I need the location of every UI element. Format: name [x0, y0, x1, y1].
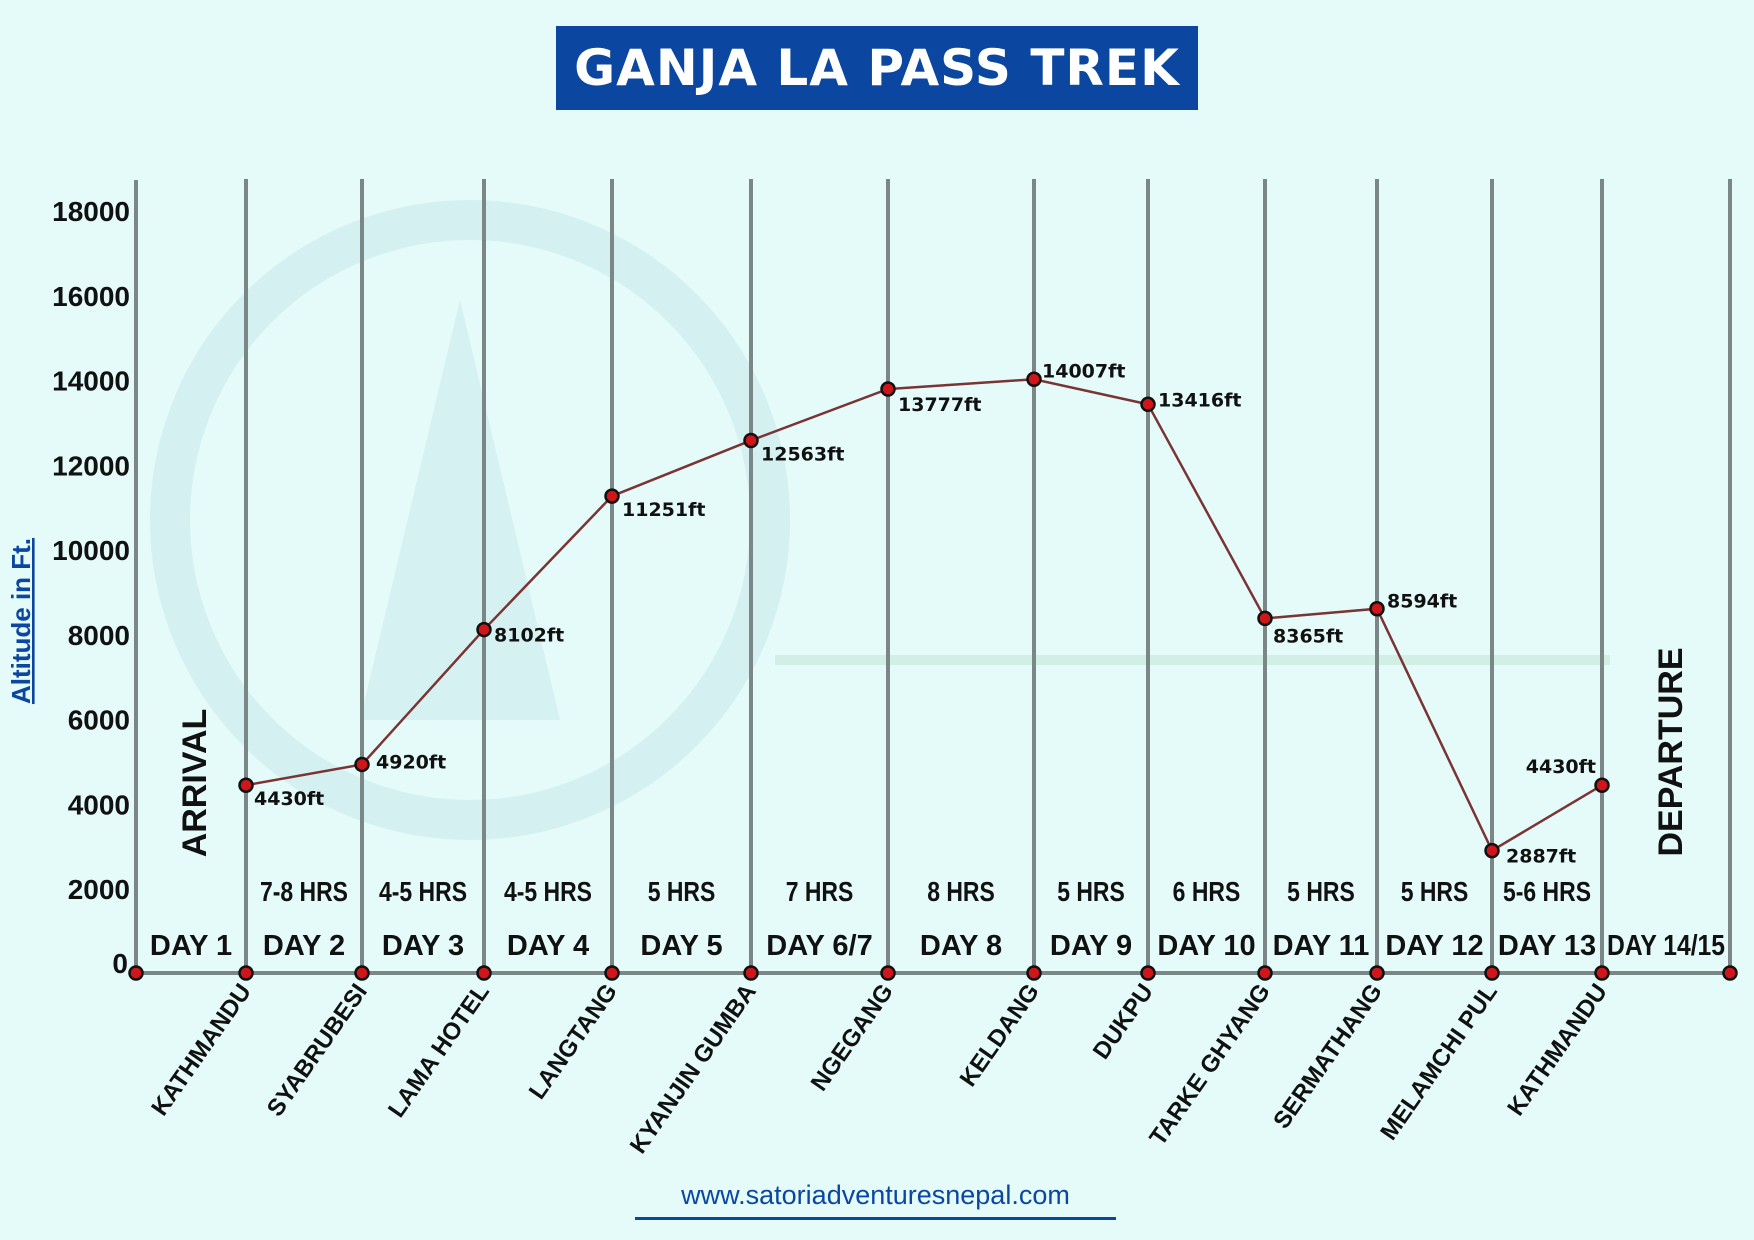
place-label: LANGTANG [524, 979, 623, 1104]
day-label: DAY 5 [640, 930, 722, 962]
duration-label: 5 HRS [648, 877, 716, 908]
day-label: DAY 4 [507, 930, 589, 962]
data-point [880, 381, 896, 397]
data-point [1369, 600, 1385, 617]
place-label: SYABRUBESI [262, 979, 373, 1122]
data-label: 13777ft [898, 394, 981, 416]
day-label: DAY 9 [1050, 930, 1132, 962]
watermark-logo [150, 200, 1610, 840]
day-label: DAY 14/15 [1607, 930, 1725, 962]
place-label: SERMATHANG [1268, 979, 1388, 1134]
place-label: TARKE GHYANG [1144, 979, 1275, 1151]
y-tick-label: 4000 [68, 789, 130, 820]
duration-label: 6 HRS [1173, 877, 1241, 908]
axis-marker [476, 965, 492, 981]
y-tick-label: 8000 [68, 620, 130, 651]
watermark-rule [775, 655, 1610, 665]
y-tick-label: 0 [112, 948, 128, 979]
place-label: KATHMANDU [1502, 979, 1613, 1121]
axis-marker [128, 965, 144, 981]
data-point [476, 621, 492, 638]
data-point [1484, 842, 1500, 859]
website-link[interactable]: www.satoriadventuresnepal.com [635, 1180, 1116, 1220]
duration-label: 5 HRS [1057, 877, 1125, 908]
axis-marker [238, 965, 254, 981]
place-label: KELDANG [955, 979, 1045, 1092]
place-label: KYANJIN GUMBA [625, 979, 762, 1159]
axis-marker [1140, 965, 1156, 981]
duration-label: 5 HRS [1287, 877, 1355, 908]
y-tick-label: 6000 [68, 705, 130, 736]
y-axis-title: Altitude in Ft. [6, 538, 36, 704]
data-point [1026, 371, 1042, 388]
data-label: 12563ft [761, 443, 844, 465]
day-label: DAY 8 [920, 930, 1002, 962]
data-point [238, 777, 254, 793]
data-label: 11251ft [622, 499, 705, 521]
data-label: 4920ft [376, 751, 446, 773]
day-label: DAY 2 [263, 930, 345, 962]
data-point [743, 432, 759, 449]
day-label: DAY 12 [1385, 930, 1483, 962]
title-banner: GANJA LA PASS TREK [556, 26, 1198, 110]
place-label: NGEGANG [806, 979, 899, 1096]
axis-marker [1369, 965, 1385, 981]
day-label: DAY 6/7 [766, 930, 872, 962]
place-label: DUKPU [1088, 979, 1159, 1064]
duration-label: 8 HRS [927, 877, 995, 908]
duration-label: 5 HRS [1401, 877, 1469, 908]
axis-marker [604, 965, 620, 981]
y-tick-label: 16000 [52, 281, 130, 312]
data-point [1257, 610, 1273, 627]
place-label: KATHMANDU [146, 979, 257, 1121]
watermark-seal-ring [150, 200, 790, 840]
data-label: 8594ft [1387, 591, 1457, 613]
duration-label: 5-6 HRS [1503, 877, 1591, 908]
y-tick-label: 10000 [52, 535, 130, 566]
day-label: DAY 3 [382, 930, 464, 962]
data-label: 2887ft [1506, 846, 1576, 868]
day-label: DAY 10 [1157, 930, 1255, 962]
arrival-label: ARRIVAL [176, 709, 214, 858]
axis-marker [1722, 965, 1738, 981]
axis-marker [1594, 965, 1610, 981]
day-label: DAY 13 [1498, 930, 1596, 962]
day-label: DAY 1 [150, 930, 232, 962]
axis-marker [1257, 965, 1273, 981]
axis-marker [743, 965, 759, 981]
axis-marker [1484, 965, 1500, 981]
data-label: 14007ft [1042, 360, 1125, 382]
data-point [1594, 777, 1610, 793]
chart-title: GANJA LA PASS TREK [574, 39, 1180, 97]
data-point [604, 488, 620, 504]
day-label: DAY 11 [1273, 930, 1370, 962]
watermark-mountain-icon [360, 300, 560, 720]
departure-label: DEPARTURE [1652, 647, 1690, 856]
y-tick-label: 18000 [52, 196, 130, 227]
y-tick-label: 14000 [52, 366, 130, 397]
axis-marker [354, 965, 370, 981]
y-tick-label: 12000 [52, 450, 130, 481]
place-label: MELAMCHI PUL [1375, 979, 1503, 1145]
place-label: LAMA HOTEL [383, 979, 495, 1123]
y-tick-label: 2000 [68, 874, 130, 905]
duration-label: 4-5 HRS [379, 877, 467, 908]
axis-marker [880, 965, 896, 981]
duration-label: 4-5 HRS [504, 877, 592, 908]
duration-label: 7 HRS [786, 877, 854, 908]
data-label: 4430ft [254, 788, 324, 810]
axis-marker [1026, 965, 1042, 981]
data-label: 4430ft [1526, 756, 1596, 778]
data-label: 8102ft [494, 625, 564, 647]
data-point [1140, 396, 1156, 413]
altitude-line [245, 377, 1603, 853]
data-label: 13416ft [1158, 389, 1241, 411]
data-point [354, 756, 370, 773]
data-label: 8365ft [1273, 625, 1343, 647]
duration-label: 7-8 HRS [260, 877, 348, 908]
